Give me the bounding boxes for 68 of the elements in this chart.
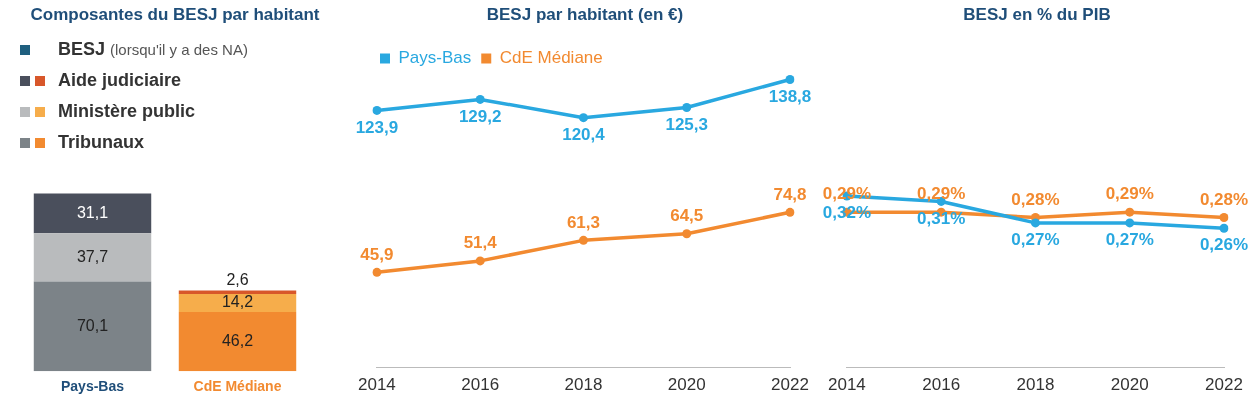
- bar: [33, 193, 152, 234]
- data-label: 70,1: [76, 316, 109, 334]
- bar: [33, 233, 152, 282]
- legend-label: CdE Médiane: [499, 48, 603, 68]
- point: [1219, 223, 1229, 233]
- data-label: 120,4: [562, 124, 606, 144]
- legend-label: Ministère public: [58, 101, 196, 122]
- point: [1030, 218, 1040, 228]
- chart-title: BESJ par habitant (en €): [485, 4, 685, 26]
- x-tick-label: 2020: [667, 375, 706, 395]
- data-label: 0,27%: [1011, 230, 1060, 250]
- data-label: 0,29%: [822, 184, 872, 204]
- x-tick-label: 2014: [358, 375, 396, 395]
- x-tick-label: 2018: [564, 375, 603, 395]
- point: [785, 74, 795, 84]
- chart-title: BESJ en % du PIB: [962, 4, 1112, 26]
- point: [578, 113, 588, 123]
- point: [1125, 218, 1135, 228]
- data-label: 0,32%: [822, 203, 872, 223]
- x-tick-label: 2020: [1110, 375, 1149, 395]
- point: [372, 105, 382, 115]
- data-label: 64,5: [670, 205, 704, 225]
- point: [785, 207, 795, 217]
- legend-label: BESJ (lorsqu'il y a des NA): [58, 39, 248, 60]
- data-label: 0,29%: [917, 184, 966, 204]
- x-tick-label: 2022: [1205, 375, 1243, 395]
- data-label: 74,8: [773, 184, 807, 204]
- bar: [178, 312, 297, 372]
- legend-label: Aide judiciaire: [58, 70, 182, 91]
- data-label: 138,8: [768, 86, 812, 106]
- point: [1125, 207, 1135, 217]
- x-tick-label: Pays-Bas: [60, 378, 125, 395]
- data-label: 2,6: [226, 270, 249, 288]
- data-label: 31,1: [76, 203, 109, 221]
- x-tick-label: 2016: [461, 375, 500, 395]
- data-label: 61,3: [566, 212, 600, 232]
- point: [372, 267, 382, 277]
- point: [682, 103, 692, 113]
- data-label: 0,29%: [1105, 184, 1154, 204]
- data-label: 129,2: [458, 106, 502, 126]
- data-label: 51,4: [463, 233, 498, 253]
- data-label: 123,9: [355, 117, 399, 137]
- x-tick-label: CdE Médiane: [193, 378, 282, 395]
- data-label: 14,2: [221, 293, 254, 311]
- bar: [33, 281, 152, 372]
- point: [475, 94, 485, 104]
- point: [1219, 213, 1229, 223]
- bar: [178, 293, 297, 313]
- data-label: 0,31%: [917, 208, 966, 228]
- legend-label: Tribunaux: [58, 132, 145, 153]
- bar: [178, 290, 297, 294]
- x-tick-label: 2014: [828, 375, 866, 395]
- data-label: 0,27%: [1105, 230, 1154, 250]
- data-label: 0,26%: [1199, 235, 1249, 255]
- data-label: 37,7: [76, 247, 109, 265]
- point: [578, 235, 588, 245]
- legend-label: Pays-Bas: [398, 48, 472, 68]
- point: [682, 229, 692, 239]
- chart-title: Composantes du BESJ par habitant: [29, 4, 321, 26]
- x-tick-label: 2018: [1016, 375, 1055, 395]
- data-label: 45,9: [360, 244, 394, 264]
- x-tick-label: 2016: [922, 375, 961, 395]
- x-tick-label: 2022: [771, 375, 809, 395]
- data-label: 0,28%: [1011, 189, 1060, 209]
- data-label: 46,2: [221, 332, 254, 350]
- data-label: 125,3: [665, 114, 708, 134]
- point: [475, 256, 485, 266]
- data-label: 0,28%: [1199, 189, 1249, 209]
